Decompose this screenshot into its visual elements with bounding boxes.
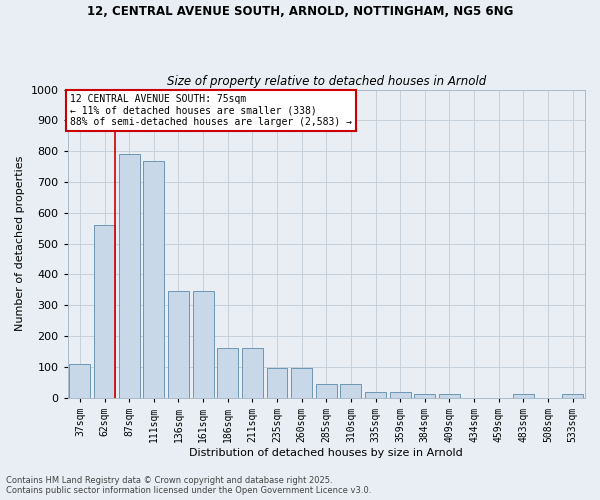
Bar — [390, 392, 410, 398]
Bar — [316, 384, 337, 398]
Bar — [340, 384, 361, 398]
Bar — [70, 364, 91, 398]
Bar — [242, 348, 263, 398]
Bar — [439, 394, 460, 398]
Bar — [143, 160, 164, 398]
Bar — [193, 292, 214, 398]
Y-axis label: Number of detached properties: Number of detached properties — [15, 156, 25, 332]
Title: Size of property relative to detached houses in Arnold: Size of property relative to detached ho… — [167, 76, 486, 88]
X-axis label: Distribution of detached houses by size in Arnold: Distribution of detached houses by size … — [190, 448, 463, 458]
Bar — [217, 348, 238, 398]
Bar — [513, 394, 534, 398]
Bar — [562, 394, 583, 398]
Bar — [266, 368, 287, 398]
Bar — [291, 368, 312, 398]
Text: 12, CENTRAL AVENUE SOUTH, ARNOLD, NOTTINGHAM, NG5 6NG: 12, CENTRAL AVENUE SOUTH, ARNOLD, NOTTIN… — [87, 5, 513, 18]
Bar — [415, 394, 436, 398]
Bar — [365, 392, 386, 398]
Bar — [94, 225, 115, 398]
Text: Contains HM Land Registry data © Crown copyright and database right 2025.
Contai: Contains HM Land Registry data © Crown c… — [6, 476, 371, 495]
Bar — [119, 154, 140, 398]
Bar — [168, 292, 189, 398]
Text: 12 CENTRAL AVENUE SOUTH: 75sqm
← 11% of detached houses are smaller (338)
88% of: 12 CENTRAL AVENUE SOUTH: 75sqm ← 11% of … — [70, 94, 352, 128]
